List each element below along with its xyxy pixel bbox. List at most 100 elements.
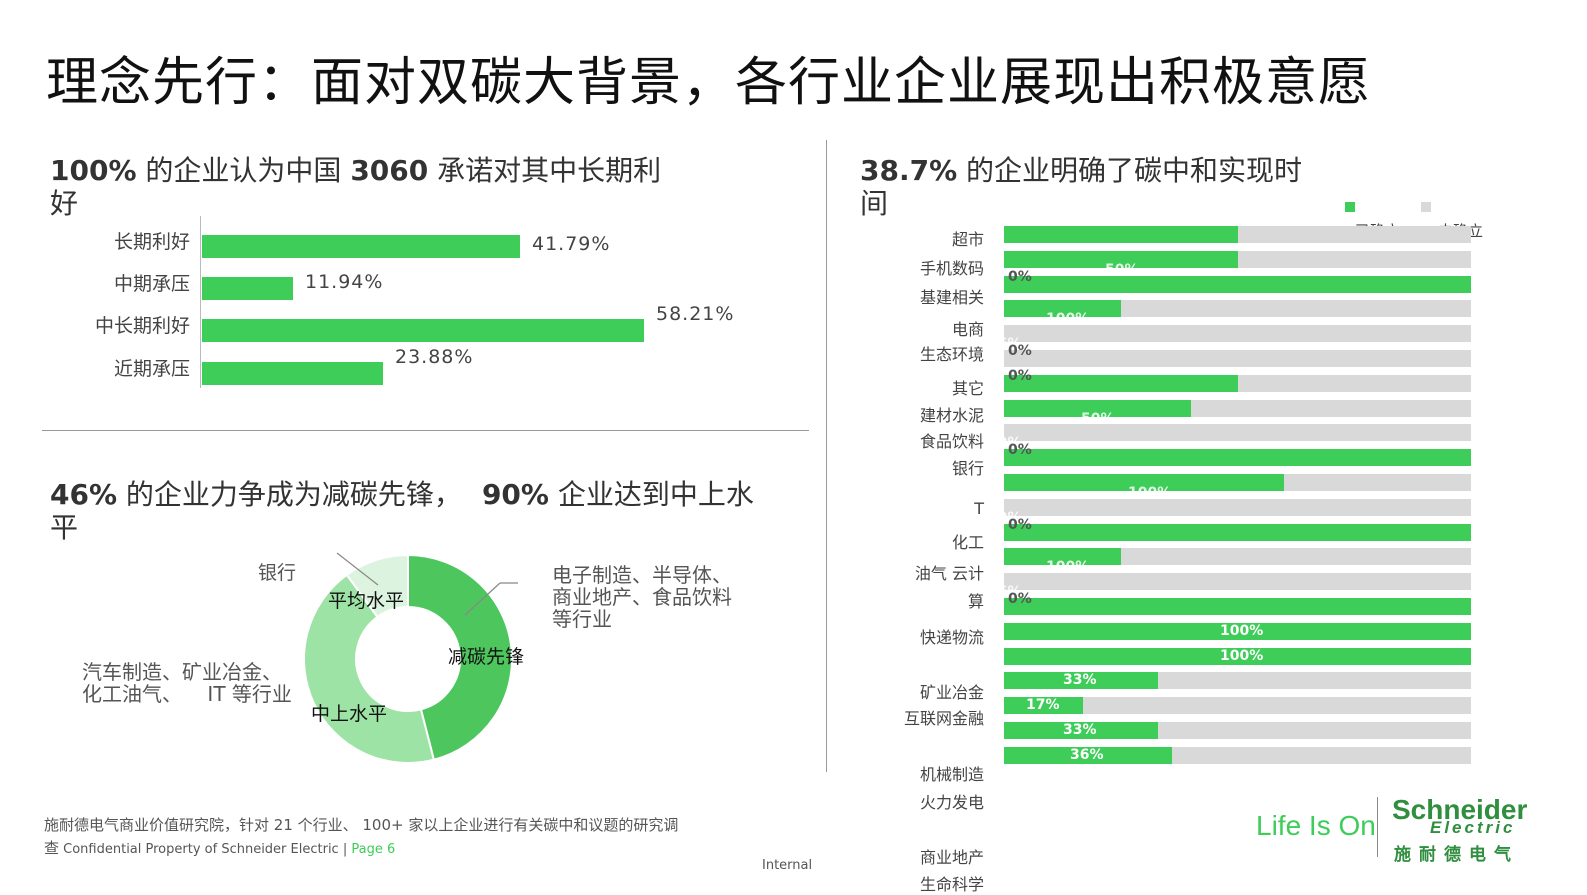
- source-note-line1: 施耐德电气商业价值研究院，针对 21 个行业、 100+ 家以上企业进行有关碳中…: [44, 816, 679, 834]
- bar-fill: [1004, 400, 1191, 417]
- annotation-line: 化工油气、 IT 等行业: [82, 682, 292, 706]
- bar-value-label: 11.94%: [305, 271, 384, 293]
- schneider-logo-brand: Schneider: [1392, 794, 1528, 825]
- right-title-text: 的企业明确了碳中和实现时: [957, 154, 1303, 187]
- bar-fill: [1004, 524, 1471, 541]
- category-label: 电商: [951, 320, 984, 339]
- bar-fill: [1004, 697, 1083, 714]
- donut-annotation-upper-group: 汽车制造、矿业冶金、 化工油气、 IT 等行业: [82, 661, 292, 705]
- donut-chart: [303, 552, 518, 764]
- category-label: 商业地产: [919, 848, 984, 867]
- pioneer-leader-line: [464, 582, 501, 616]
- category-label: 油气 云计: [914, 564, 984, 583]
- bar-track: [1004, 375, 1471, 392]
- bar-track: [1004, 300, 1471, 317]
- bar-value-label: 36%: [1070, 747, 1104, 763]
- donut-slice: [407, 553, 513, 761]
- category-label: 生态环境: [919, 345, 984, 364]
- horizontal-divider: [42, 430, 809, 431]
- category-label: 互联网金融: [903, 709, 984, 728]
- bar-track: [1004, 499, 1471, 516]
- right-chart-title: 38.7% 的企业明确了碳中和实现时 间: [860, 154, 1302, 220]
- bar-fill: [1004, 251, 1238, 268]
- right-title-line2: 间: [860, 187, 889, 220]
- category-label: 建材水泥: [919, 406, 984, 425]
- bar-fill: [1004, 648, 1471, 665]
- donut-title-num2: 90%: [481, 478, 549, 511]
- bar-fill: [1004, 722, 1158, 739]
- bar-fill: [1004, 449, 1471, 466]
- bar-value-label: 100%: [1220, 648, 1264, 664]
- category-label: 火力发电: [919, 793, 984, 812]
- bar-fill: [1004, 375, 1238, 392]
- bar-category-label: 中期承压: [113, 273, 190, 295]
- bar-value-label: 0%: [1008, 368, 1032, 384]
- source-note-line2: 查 Confidential Property of Schneider Ele…: [44, 837, 395, 858]
- bar-track: [1004, 325, 1471, 342]
- category-label: 超市: [951, 230, 984, 249]
- bar-fill: [1004, 226, 1238, 243]
- logo-divider: [1377, 797, 1378, 857]
- bar-title-num2: 3060: [350, 154, 429, 187]
- bar-value-label: 58.21%: [656, 303, 735, 325]
- bar-value-label: 40%: [988, 435, 1022, 442]
- bar-track: [1004, 251, 1471, 268]
- bar-track: [1004, 424, 1471, 441]
- legend-swatch-established: [1345, 202, 1355, 212]
- bar-fill: [1004, 548, 1121, 565]
- schneider-logo-cn: 施耐德电气: [1394, 845, 1519, 865]
- bar-track: [1004, 623, 1471, 640]
- bar-value-label: 41.79%: [532, 233, 611, 255]
- bar-fill: [1004, 623, 1471, 640]
- bar: [202, 235, 520, 258]
- annotation-line: 汽车制造、矿业冶金、: [82, 660, 282, 684]
- bar-track: [1004, 524, 1471, 541]
- bar-value-label: 0%: [1008, 442, 1032, 458]
- bar-fill: [1004, 598, 1471, 615]
- bar-fill: [1004, 747, 1172, 764]
- donut-title-text2: 企业达到中上水: [548, 478, 754, 511]
- bar-track: [1004, 722, 1471, 739]
- bar-track: [1004, 648, 1471, 665]
- bar-track: [1004, 573, 1471, 590]
- category-label: 基建相关: [919, 288, 984, 307]
- bar-track: [1004, 400, 1471, 417]
- bar-value-label: 0%: [1008, 517, 1032, 533]
- page-number[interactable]: Page 6: [351, 842, 396, 857]
- bar-category-label: 近期承压: [113, 358, 190, 380]
- bar-title-num: 100%: [50, 154, 137, 187]
- bar-title-line2: 好: [50, 187, 79, 220]
- bar-chart-axis: [200, 216, 201, 388]
- bar-value-label: 50%: [1105, 262, 1139, 269]
- bar-title-text: 的企业认为中国: [136, 154, 351, 187]
- bar-value-label: 33%: [1063, 672, 1097, 688]
- category-label: 生命科学: [919, 875, 984, 894]
- bar-value-label: 33%: [1063, 722, 1097, 738]
- bar-value-label: 100%: [1046, 559, 1089, 566]
- category-label: T: [974, 499, 984, 518]
- legend-swatch-not-established: [1421, 202, 1431, 212]
- page-title: 理念先行：面对双碳大背景，各行业企业展现出积极意愿: [46, 53, 1372, 113]
- category-label: 机械制造: [919, 765, 984, 784]
- bar-fill: [1004, 474, 1284, 491]
- bar-chart-title: 100% 的企业认为中国 3060 承诺对其中长期利 好: [50, 154, 661, 220]
- bar-track: [1004, 697, 1471, 714]
- annotation-line: 等行业: [552, 607, 612, 631]
- category-label: 其它: [951, 379, 984, 398]
- bar-value-label: 60%: [988, 510, 1022, 517]
- bar: [202, 319, 644, 342]
- donut-title-text: 的企业力争成为减碳先锋，: [117, 478, 462, 511]
- confidential-text: Confidential Property of Schneider Elect…: [59, 842, 352, 857]
- bar-value-label: 100%: [1128, 485, 1171, 492]
- bar-title-text2: 承诺对其中长期利: [428, 154, 662, 187]
- bar-track: [1004, 747, 1471, 764]
- bar: [202, 362, 383, 385]
- bar-category-label: 中长期利好: [94, 315, 190, 337]
- bar-track: [1004, 276, 1471, 293]
- bar-value-label: 25%: [988, 584, 1022, 591]
- bar-track: [1004, 474, 1471, 491]
- bar-category-label: 长期利好: [113, 231, 190, 253]
- vertical-divider: [826, 140, 827, 772]
- bar-track: [1004, 548, 1471, 565]
- bar-value-label: 17%: [1026, 697, 1060, 713]
